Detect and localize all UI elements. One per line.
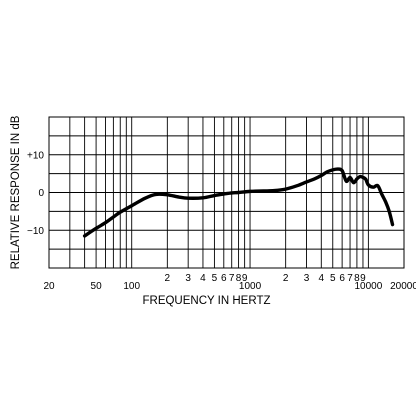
x-tick-label: 10000 [354, 281, 382, 292]
x-tick-label: 5 [212, 273, 218, 284]
x-tick-label: 4 [319, 273, 325, 284]
x-tick-label: 3 [185, 273, 191, 284]
plot-frame [48, 116, 405, 269]
x-tick-label: 20000 [390, 281, 416, 292]
x-tick-label: 4 [200, 273, 206, 284]
y-tick-label: −10 [27, 226, 44, 237]
x-tick-label: 3 [304, 273, 310, 284]
y-tick-label: +10 [27, 150, 44, 161]
y-tick-label: 0 [38, 188, 44, 199]
x-tick-label: 1000 [239, 281, 262, 292]
x-tick-label: 100 [123, 281, 140, 292]
curve-layer [82, 167, 395, 238]
x-tick-label: 7 [347, 273, 353, 284]
x-tick-label: 8 [354, 273, 360, 284]
x-tick-label: 9 [360, 273, 366, 284]
x-tick-label: 9 [242, 273, 248, 284]
x-tick-label: 8 [236, 273, 242, 284]
x-tick-label: 6 [221, 273, 227, 284]
x-tick-label: 7 [229, 273, 235, 284]
x-tick-label: 20 [43, 281, 55, 292]
x-tick-label: 2 [165, 273, 171, 284]
x-tick-label: 5 [330, 273, 336, 284]
x-tick-label: 6 [339, 273, 345, 284]
x-axis-label: FREQUENCY IN HERTZ [142, 295, 270, 307]
x-tick-label: 50 [91, 281, 103, 292]
x-tick-label: 2 [283, 273, 289, 284]
y-axis-label: RELATIVE RESPONSE IN dB [10, 115, 22, 269]
response-curve-0 [82, 167, 395, 238]
y-tick-labels: +10 0 −10 [27, 150, 44, 237]
